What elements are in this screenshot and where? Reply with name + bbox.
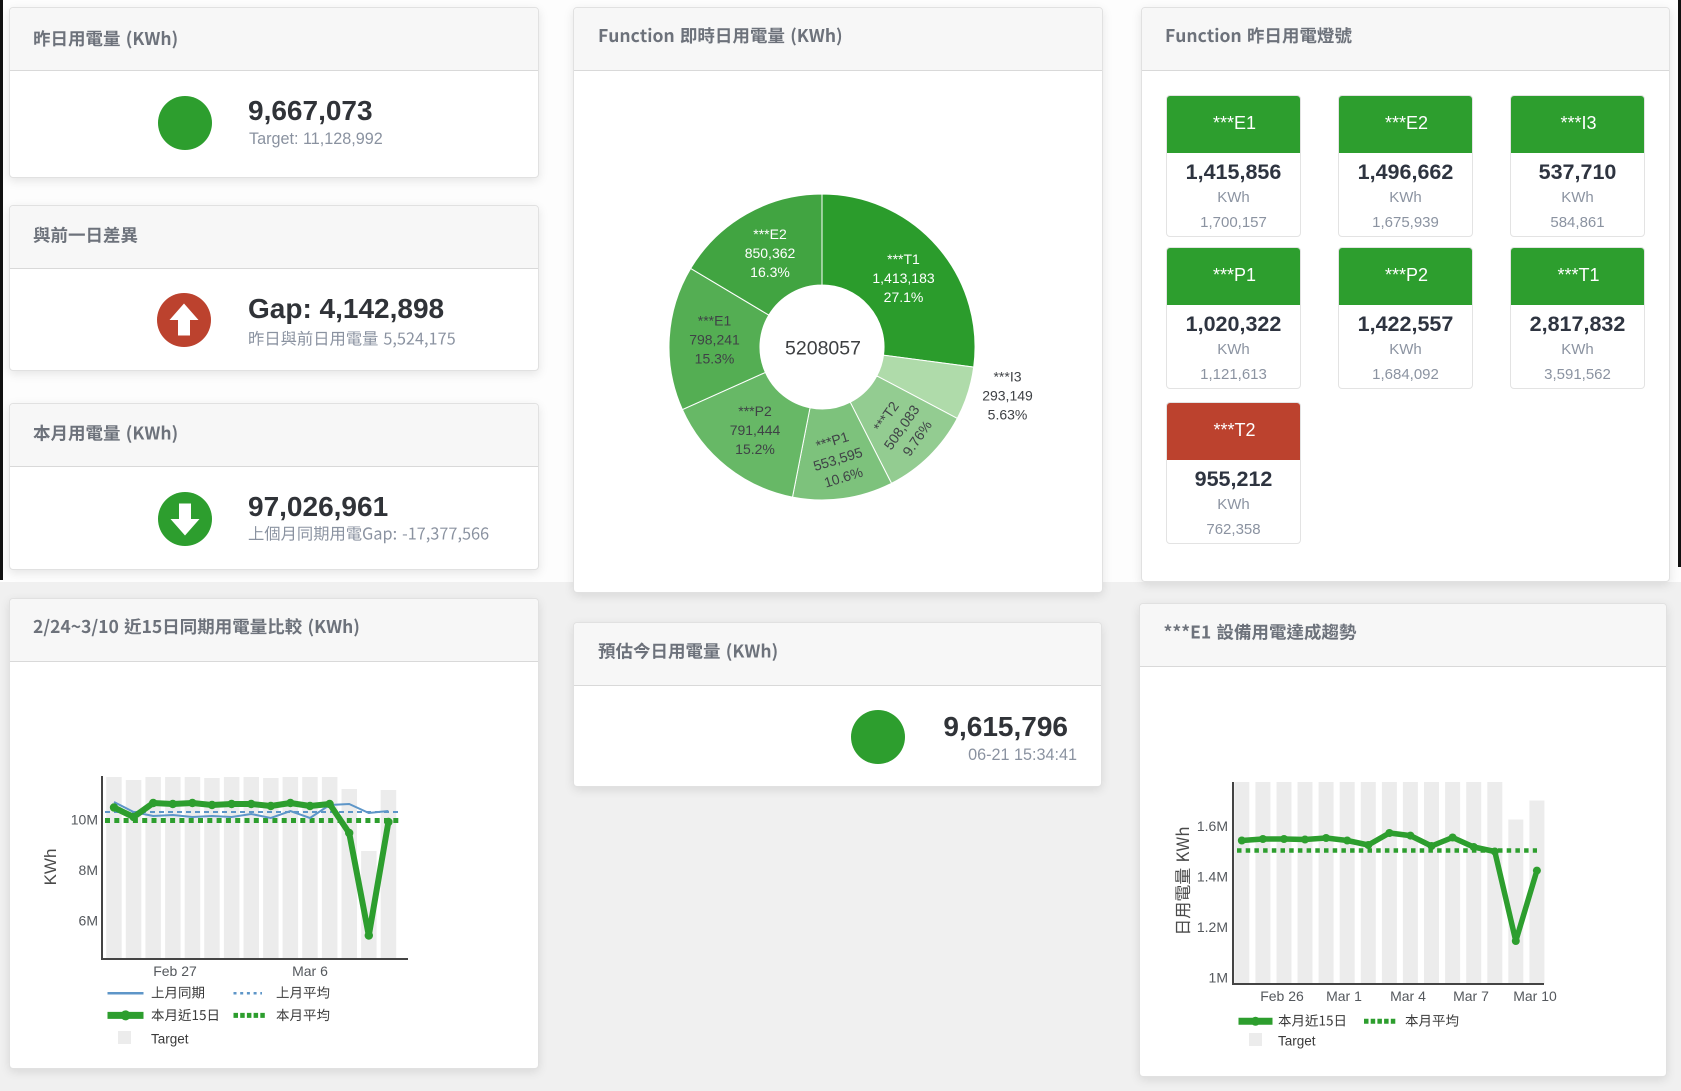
svg-text:Mar 6: Mar 6 xyxy=(292,963,328,979)
svg-text:KWh: KWh xyxy=(41,849,60,886)
svg-text:293,149: 293,149 xyxy=(982,388,1033,404)
svg-text:***E1: ***E1 xyxy=(698,313,732,329)
svg-text:10M: 10M xyxy=(71,812,98,828)
svg-text:Mar 7: Mar 7 xyxy=(1453,988,1489,1004)
svg-text:16.3%: 16.3% xyxy=(750,264,790,280)
svg-text:1.6M: 1.6M xyxy=(1197,818,1228,834)
svg-text:798,241: 798,241 xyxy=(689,332,740,348)
svg-text:Mar 10: Mar 10 xyxy=(1513,988,1557,1004)
svg-text:15.3%: 15.3% xyxy=(695,351,735,367)
svg-text:1.2M: 1.2M xyxy=(1197,919,1228,935)
svg-text:Target: Target xyxy=(1278,1034,1316,1049)
svg-text:791,444: 791,444 xyxy=(730,422,781,438)
svg-text:15.2%: 15.2% xyxy=(735,441,775,457)
svg-text:Feb 26: Feb 26 xyxy=(1260,988,1304,1004)
svg-text:***I3: ***I3 xyxy=(993,369,1021,385)
svg-text:Mar 1: Mar 1 xyxy=(1326,988,1362,1004)
svg-text:1M: 1M xyxy=(1209,970,1228,986)
svg-text:850,362: 850,362 xyxy=(745,245,796,261)
svg-text:27.1%: 27.1% xyxy=(884,289,924,305)
svg-text:5208057: 5208057 xyxy=(785,338,861,360)
svg-text:Target: Target xyxy=(151,1032,189,1047)
svg-text:1,413,183: 1,413,183 xyxy=(872,270,934,286)
svg-text:***P2: ***P2 xyxy=(738,403,772,419)
svg-text:Mar 4: Mar 4 xyxy=(1390,988,1426,1004)
svg-text:6M: 6M xyxy=(79,913,98,929)
svg-text:8M: 8M xyxy=(79,862,98,878)
svg-text:5.63%: 5.63% xyxy=(988,407,1028,423)
svg-text:***T1: ***T1 xyxy=(887,251,920,267)
svg-text:Feb 27: Feb 27 xyxy=(153,963,197,979)
svg-text:***E2: ***E2 xyxy=(753,226,787,242)
svg-text:1.4M: 1.4M xyxy=(1197,869,1228,885)
